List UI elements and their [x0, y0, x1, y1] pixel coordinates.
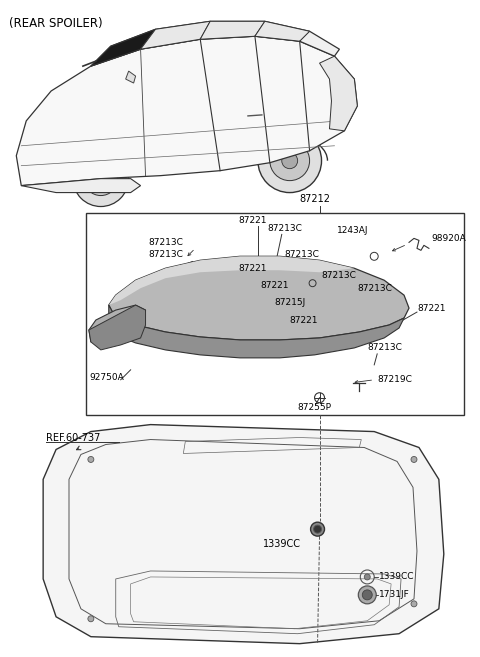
Text: 1339CC: 1339CC — [263, 539, 301, 549]
Polygon shape — [109, 256, 409, 340]
Polygon shape — [126, 71, 136, 83]
Polygon shape — [320, 56, 357, 131]
Polygon shape — [91, 30, 156, 66]
Text: 87221: 87221 — [290, 315, 318, 325]
Text: 87215J: 87215J — [275, 298, 306, 307]
Text: 87213C: 87213C — [148, 238, 183, 247]
Text: 1339CC: 1339CC — [379, 572, 415, 581]
Polygon shape — [89, 305, 145, 350]
Circle shape — [411, 601, 417, 607]
Text: 87221: 87221 — [417, 304, 445, 313]
Circle shape — [362, 590, 372, 600]
Text: 87213C: 87213C — [322, 271, 357, 280]
Text: 87213C: 87213C — [148, 250, 183, 259]
Polygon shape — [255, 21, 310, 41]
Polygon shape — [21, 179, 141, 193]
Circle shape — [411, 457, 417, 463]
Text: 92750A: 92750A — [89, 373, 124, 382]
Text: 1243AJ: 1243AJ — [337, 226, 369, 235]
Text: 87213C: 87213C — [285, 250, 320, 259]
Circle shape — [313, 525, 322, 533]
Circle shape — [84, 162, 118, 196]
Polygon shape — [16, 36, 357, 186]
Text: 1731JF: 1731JF — [379, 591, 410, 599]
Text: 87221: 87221 — [238, 263, 266, 273]
Polygon shape — [109, 305, 404, 358]
Circle shape — [258, 129, 322, 193]
Text: 87212: 87212 — [300, 194, 331, 204]
Circle shape — [88, 457, 94, 463]
Text: 87213C: 87213C — [367, 344, 402, 352]
Polygon shape — [109, 256, 354, 305]
Text: 87219C: 87219C — [377, 375, 412, 384]
Text: 87221: 87221 — [260, 281, 288, 290]
Circle shape — [364, 574, 370, 580]
Text: 98920A: 98920A — [431, 234, 466, 243]
Polygon shape — [200, 21, 265, 39]
Text: (REAR SPOILER): (REAR SPOILER) — [9, 17, 103, 30]
Polygon shape — [91, 21, 339, 66]
Circle shape — [88, 616, 94, 622]
Circle shape — [282, 152, 298, 169]
Text: 87221: 87221 — [238, 216, 266, 225]
Text: 87213C: 87213C — [268, 224, 303, 233]
Polygon shape — [89, 305, 145, 342]
Text: REF.60-737: REF.60-737 — [46, 432, 100, 443]
Circle shape — [73, 150, 129, 206]
Circle shape — [311, 522, 324, 536]
Polygon shape — [43, 424, 444, 644]
Text: 87255P: 87255P — [298, 403, 332, 412]
FancyBboxPatch shape — [86, 214, 464, 415]
Polygon shape — [141, 21, 210, 49]
Circle shape — [270, 141, 310, 181]
Text: 87213C: 87213C — [357, 284, 392, 292]
Circle shape — [358, 586, 376, 604]
